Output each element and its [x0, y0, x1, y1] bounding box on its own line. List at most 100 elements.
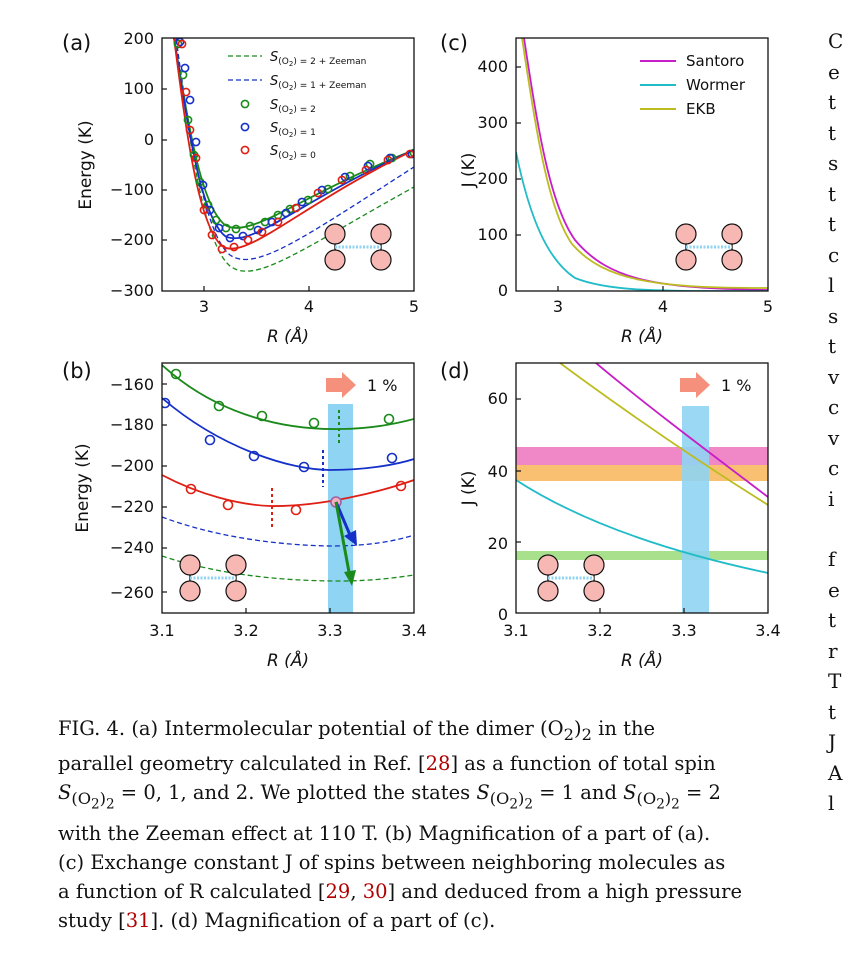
point-b-s2 [383, 413, 395, 425]
point-b-s2 [308, 417, 320, 429]
svg-text:4: 4 [658, 297, 668, 316]
curve-b-s2 [162, 364, 414, 430]
xtick-a: 3 [199, 297, 209, 316]
plot-d-frame [515, 362, 769, 614]
ytick-a: −100 [110, 180, 154, 199]
curve-d-ekb [559, 363, 768, 506]
plot-a-curves [173, 38, 414, 272]
svg-text:3.3: 3.3 [317, 621, 342, 640]
legend-c: Santoro Wormer EKB [640, 52, 746, 118]
ylabel-b: Energy (K) [73, 443, 93, 532]
svg-text:S(O2) = 2 + Zeeman: S(O2) = 2 + Zeeman [270, 50, 366, 68]
ytick-a: −300 [110, 281, 154, 300]
svg-text:200: 200 [477, 169, 508, 188]
ylabel-d: J (K) [459, 471, 479, 507]
svg-text:EKB: EKB [686, 100, 716, 118]
svg-text:3.2: 3.2 [587, 621, 612, 640]
pct-label-d: 1 % [721, 376, 751, 395]
curve-d-santoro [595, 363, 768, 498]
right-arrow-icon [334, 501, 357, 586]
svg-text:S(O2) = 1 + Zeeman: S(O2) = 1 + Zeeman [270, 74, 366, 92]
highlight-band-d [682, 406, 709, 613]
svg-text:−220: −220 [110, 497, 154, 516]
curve-b-s2-zeeman [162, 555, 414, 582]
svg-text:100: 100 [477, 225, 508, 244]
point-b-s1 [248, 450, 260, 462]
point-b-s0 [222, 499, 234, 511]
right-arrow-icon [326, 372, 356, 398]
panel-b: (b) [62, 359, 427, 671]
svg-text:S(O2) = 1: S(O2) = 1 [270, 121, 316, 139]
xtick-a: 5 [409, 297, 419, 316]
axes-d-ticks: 60 40 20 0 3.1 3.2 3.3 3.4 [488, 389, 781, 640]
curve-b-s1-zeeman [162, 516, 414, 547]
point-b-s1 [162, 397, 171, 409]
xtick-a: 4 [304, 297, 314, 316]
svg-text:40: 40 [488, 462, 508, 481]
svg-text:−200: −200 [110, 456, 154, 475]
plot-a-frame [161, 37, 415, 292]
curve-a-s0 [173, 38, 414, 250]
point-b-s1 [204, 434, 216, 446]
curve-b-s0 [162, 474, 414, 507]
svg-text:5: 5 [763, 297, 773, 316]
band-d-pink [516, 447, 768, 465]
ytick-a: 100 [123, 79, 154, 98]
svg-text:−240: −240 [110, 538, 154, 557]
svg-text:3.1: 3.1 [149, 621, 174, 640]
highlight-band-b [328, 404, 353, 613]
axes-c-ticks: 400 300 200 100 0 3 4 5 [477, 57, 773, 316]
right-arrow-icon [680, 372, 710, 398]
panel-label-b: (b) [62, 359, 92, 383]
figure-caption: FIG. 4. (a) Intermolecular potential of … [58, 717, 743, 933]
xlabel-d: R (Å) [621, 649, 663, 671]
svg-text:20: 20 [488, 534, 508, 553]
plot-b-frame [161, 362, 415, 614]
svg-text:Santoro: Santoro [686, 52, 744, 70]
o2-dimer-icon [536, 553, 606, 603]
svg-text:0: 0 [498, 281, 508, 300]
point-b-s0 [185, 483, 197, 495]
svg-text:300: 300 [477, 113, 508, 132]
point-b-s0 [290, 504, 302, 516]
svg-text:S(O2) = 2: S(O2) = 2 [270, 98, 316, 116]
panel-label-c: (c) [440, 31, 468, 55]
band-d-green [516, 551, 768, 560]
figure: (a) [62, 29, 781, 671]
curve-c-ekb [521, 38, 768, 289]
panel-label-d: (d) [440, 359, 470, 383]
ytick-a: 0 [144, 130, 154, 149]
panel-c: (c) Santoro Wormer EKB 400 300 200 100 0… [440, 31, 773, 347]
svg-text:3.3: 3.3 [671, 621, 696, 640]
panel-d: (d) 1 % 60 40 20 0 3.1 3.2 3.3 3.4 [440, 359, 781, 671]
svg-text:3: 3 [553, 297, 563, 316]
svg-text:3.1: 3.1 [503, 621, 528, 640]
svg-text:3.4: 3.4 [755, 621, 780, 640]
svg-text:−160: −160 [110, 375, 154, 394]
svg-text:60: 60 [488, 389, 508, 408]
panel-label-a: (a) [62, 31, 91, 55]
legend-a: S(O2) = 2 + Zeeman S(O2) = 1 + Zeeman S(… [228, 50, 366, 162]
svg-text:0: 0 [498, 605, 508, 624]
svg-text:Wormer: Wormer [686, 76, 746, 94]
point-b-s2 [256, 410, 268, 422]
point-b-s0 [395, 480, 407, 492]
xlabel-a: R (Å) [267, 325, 309, 347]
svg-text:−180: −180 [110, 415, 154, 434]
curve-d-wormer [516, 479, 768, 574]
curve-a-s1 [173, 38, 414, 240]
pct-label-b: 1 % [367, 376, 397, 395]
ytick-a: 200 [123, 29, 154, 48]
svg-text:−260: −260 [110, 583, 154, 602]
panel-a: (a) [62, 29, 419, 347]
svg-text:3.4: 3.4 [401, 621, 426, 640]
axes-a-ticks: 200 100 0 −100 −200 −300 3 4 5 [110, 29, 419, 316]
o2-dimer-icon [674, 222, 744, 272]
points-a-s1 [175, 38, 414, 243]
curve-b-s1 [162, 397, 414, 471]
svg-text:S(O2) = 0: S(O2) = 0 [270, 144, 316, 162]
ytick-a: −200 [110, 230, 154, 249]
svg-text:3.2: 3.2 [233, 621, 258, 640]
svg-text:400: 400 [477, 57, 508, 76]
